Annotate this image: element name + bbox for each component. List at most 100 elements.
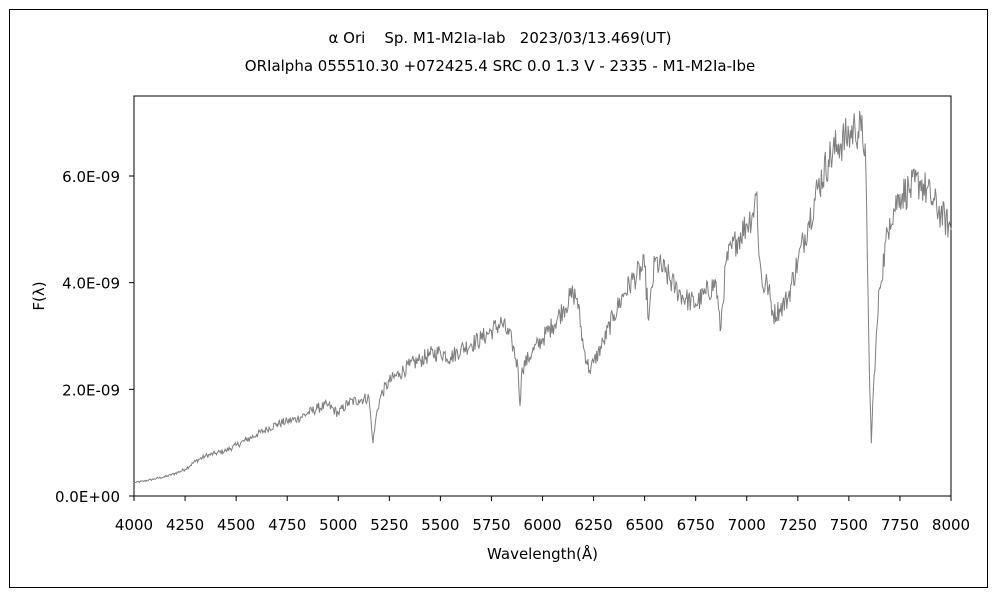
spectrum-point <box>460 348 462 350</box>
x-tick-label: 5750 <box>472 516 510 534</box>
spectrum-point <box>817 186 819 188</box>
spectrum-point <box>380 394 382 396</box>
x-axis-label: Wavelength(Å) <box>487 544 598 563</box>
x-tick-label: 6750 <box>677 516 715 534</box>
spectrum-point <box>940 212 942 214</box>
spectrum-point <box>838 143 840 145</box>
spectrum-point <box>864 143 866 145</box>
spectrum-point <box>521 367 523 369</box>
chart-frame <box>9 9 988 588</box>
x-tick-label: 4250 <box>166 516 204 534</box>
x-tick-label: 7750 <box>881 516 919 534</box>
series-group <box>133 110 952 484</box>
spectrum-point <box>623 292 625 294</box>
y-tick-label: 2.0E-09 <box>62 381 120 399</box>
spectrum-point <box>603 340 605 342</box>
spectrum-point <box>919 180 921 182</box>
x-tick-label: 5500 <box>421 516 459 534</box>
spectrum-point <box>572 292 574 294</box>
spectrum-point <box>204 455 207 457</box>
spectrum-point <box>827 159 830 161</box>
x-tick-label: 5000 <box>319 516 357 534</box>
spectrum-point <box>531 351 533 353</box>
spectrum-point <box>592 362 595 364</box>
spectrum-point <box>695 303 697 305</box>
spectrum-point <box>449 356 452 358</box>
spectrum-point <box>766 282 768 284</box>
spectrum-point <box>588 370 591 372</box>
spectrum-point <box>899 194 901 196</box>
chart-title: α Ori Sp. M1-M2Ia-Iab 2023/03/13.469(UT) <box>328 29 672 47</box>
spectrum-point <box>684 298 687 300</box>
spectrum-point <box>153 478 156 480</box>
spectrum-point <box>439 351 441 353</box>
spectrum-point <box>245 439 247 441</box>
y-axis-ticks: 0.0E+00 2.0E-09 4.0E-09 6.0E-09 <box>55 168 134 506</box>
chart-subtitle: ORIalpha 055510.30 +072425.4 SRC 0.0 1.3… <box>244 57 756 75</box>
spectrum-point <box>398 372 401 374</box>
spectrum-point <box>762 287 764 289</box>
spectrum-point <box>582 346 584 348</box>
spectrum-point <box>347 402 350 404</box>
x-tick-label: 7250 <box>779 516 817 534</box>
x-tick-label: 7000 <box>728 516 766 534</box>
spectrum-point <box>778 308 781 310</box>
spectrum-point <box>184 468 186 470</box>
spectrum-point <box>787 298 789 300</box>
spectrum-point <box>889 218 891 220</box>
spectrum-point <box>388 380 390 382</box>
spectrum-point <box>541 338 544 340</box>
spectrum-point <box>644 266 646 268</box>
spectrum-point <box>511 340 513 342</box>
y-tick-label: 0.0E+00 <box>55 488 120 506</box>
spectrum-point <box>225 450 227 452</box>
spectrum-point <box>719 330 721 332</box>
spectrum-point <box>854 127 856 129</box>
spectrum-point <box>143 480 145 482</box>
spectrum-point <box>807 223 809 225</box>
spectrum-point <box>872 388 874 390</box>
spectrum-point <box>376 410 378 412</box>
x-tick-label: 6250 <box>574 516 612 534</box>
spectrum-point <box>358 399 360 401</box>
spectrum-point <box>194 460 196 462</box>
spectrum-point <box>797 260 799 262</box>
spectrum-point <box>490 330 493 332</box>
spectrum-point <box>480 338 482 340</box>
x-axis-ticks: 4000 4250 4500 4750 5000 5250 5500 5750 6000 6250… <box>115 496 970 534</box>
spectrum-point <box>164 476 166 478</box>
y-axis-label: F(λ) <box>30 281 48 310</box>
x-tick-label: 4750 <box>268 516 306 534</box>
spectrum-point <box>756 191 758 193</box>
spectrum-point <box>848 135 850 137</box>
spectrum-series <box>133 110 952 484</box>
spectrum-point <box>674 287 676 289</box>
spectrum-point <box>562 308 564 310</box>
spectrum-point <box>266 428 268 430</box>
spectrum-point <box>372 442 374 444</box>
spectrum-point <box>368 396 370 398</box>
spectrum-point <box>725 260 727 262</box>
x-tick-label: 7500 <box>830 516 868 534</box>
spectrum-point <box>909 188 911 190</box>
spectrum-point <box>576 298 578 300</box>
spectrum-point <box>552 324 554 326</box>
spectrum-point <box>664 271 666 273</box>
spectrum-point <box>870 442 872 444</box>
x-tick-label: 6500 <box>626 516 664 534</box>
spectrum-point <box>235 444 237 446</box>
spectrum-point <box>276 423 278 425</box>
spectrum-point <box>215 452 217 454</box>
spectrum-point <box>860 130 862 132</box>
spectrum-point <box>878 287 881 289</box>
spectrum-point <box>174 473 176 475</box>
spectrum-point <box>648 319 650 321</box>
spectrum-line <box>133 110 952 484</box>
x-tick-label: 4000 <box>115 516 153 534</box>
spectrum-point <box>746 223 748 225</box>
spectrum-point <box>752 212 754 214</box>
spectrum-point <box>133 482 135 484</box>
spectrum-point <box>419 359 421 361</box>
spectrum-point <box>950 228 952 230</box>
